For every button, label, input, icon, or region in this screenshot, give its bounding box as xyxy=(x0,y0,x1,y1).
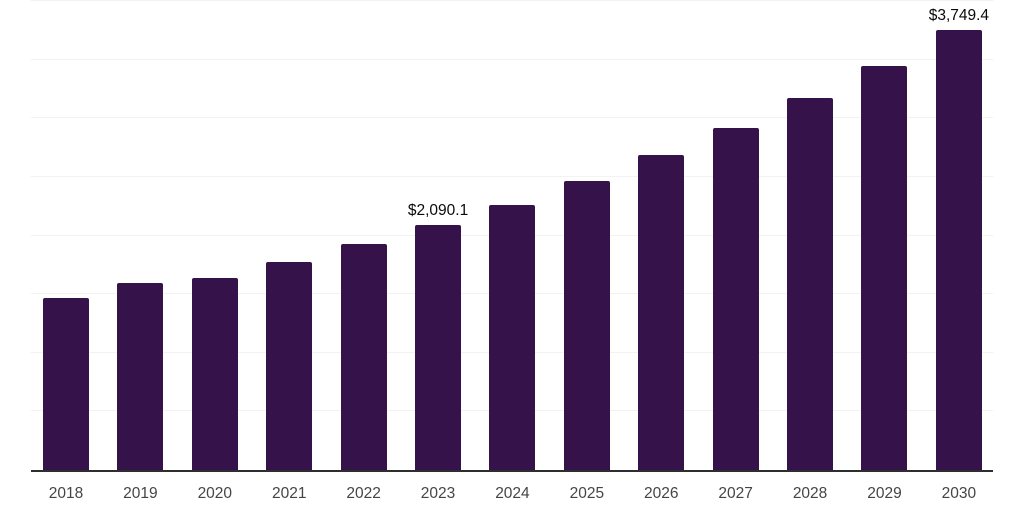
x-tick-label-2026: 2026 xyxy=(644,485,679,502)
x-tick-label-2025: 2025 xyxy=(569,485,605,502)
bar-2029 xyxy=(861,65,908,470)
gridline xyxy=(31,0,993,1)
gridline xyxy=(31,58,993,60)
bar-2024 xyxy=(489,204,536,470)
x-tick-label-2027: 2027 xyxy=(718,485,753,502)
bar-2028 xyxy=(787,98,834,470)
x-tick-label-2028: 2028 xyxy=(792,485,828,502)
bar-slot-2028 xyxy=(787,1,834,470)
bar-slot-2029 xyxy=(861,1,908,470)
bar-2022 xyxy=(340,243,387,470)
bar-2026 xyxy=(638,155,685,470)
x-axis-labels: 2018 2019 2020 2021 2022 2023 2024 2025 2026 2027… xyxy=(31,472,993,512)
bar-slot-2018 xyxy=(43,1,89,470)
bar-2023 xyxy=(415,224,462,470)
bar-slot-2025 xyxy=(563,1,610,470)
bar-slot-2019 xyxy=(117,1,164,470)
bar-slot-2022 xyxy=(340,1,387,470)
x-tick-label-2023: 2023 xyxy=(420,485,456,502)
gridline xyxy=(31,117,993,119)
bar-slot-2020 xyxy=(191,1,238,470)
bar-2025 xyxy=(563,180,610,470)
data-label-2023: $2,090.1 xyxy=(407,201,469,219)
x-tick-label-2018: 2018 xyxy=(48,485,84,502)
bar-2030 xyxy=(935,30,982,470)
gridline xyxy=(31,175,993,177)
x-tick-label-2029: 2029 xyxy=(867,485,902,502)
bar-2020 xyxy=(191,278,238,470)
plot-area: $2,090.1 $3,749.4 xyxy=(31,0,993,472)
x-tick-label-2024: 2024 xyxy=(495,485,530,502)
bar-2027 xyxy=(712,128,759,470)
x-tick-label-2030: 2030 xyxy=(941,485,977,502)
data-label-2030: $3,749.4 xyxy=(928,7,990,25)
x-tick-label-2021: 2021 xyxy=(271,485,307,502)
bar-2018 xyxy=(43,298,89,470)
bar-slot-2030: $3,749.4 xyxy=(929,1,989,470)
bar-slot-2026 xyxy=(638,1,685,470)
bar-slot-2024 xyxy=(489,1,536,470)
bar-slot-2027 xyxy=(712,1,759,470)
x-tick-label-2022: 2022 xyxy=(346,485,381,502)
bar-2021 xyxy=(266,261,313,470)
bar-slot-2023: $2,090.1 xyxy=(408,1,468,470)
x-tick-label-2020: 2020 xyxy=(197,485,233,502)
x-tick-label-2019: 2019 xyxy=(123,485,158,502)
bars-container: $2,090.1 $3,749.4 xyxy=(31,1,993,470)
bar-slot-2021 xyxy=(266,1,313,470)
bar-2019 xyxy=(117,283,164,470)
